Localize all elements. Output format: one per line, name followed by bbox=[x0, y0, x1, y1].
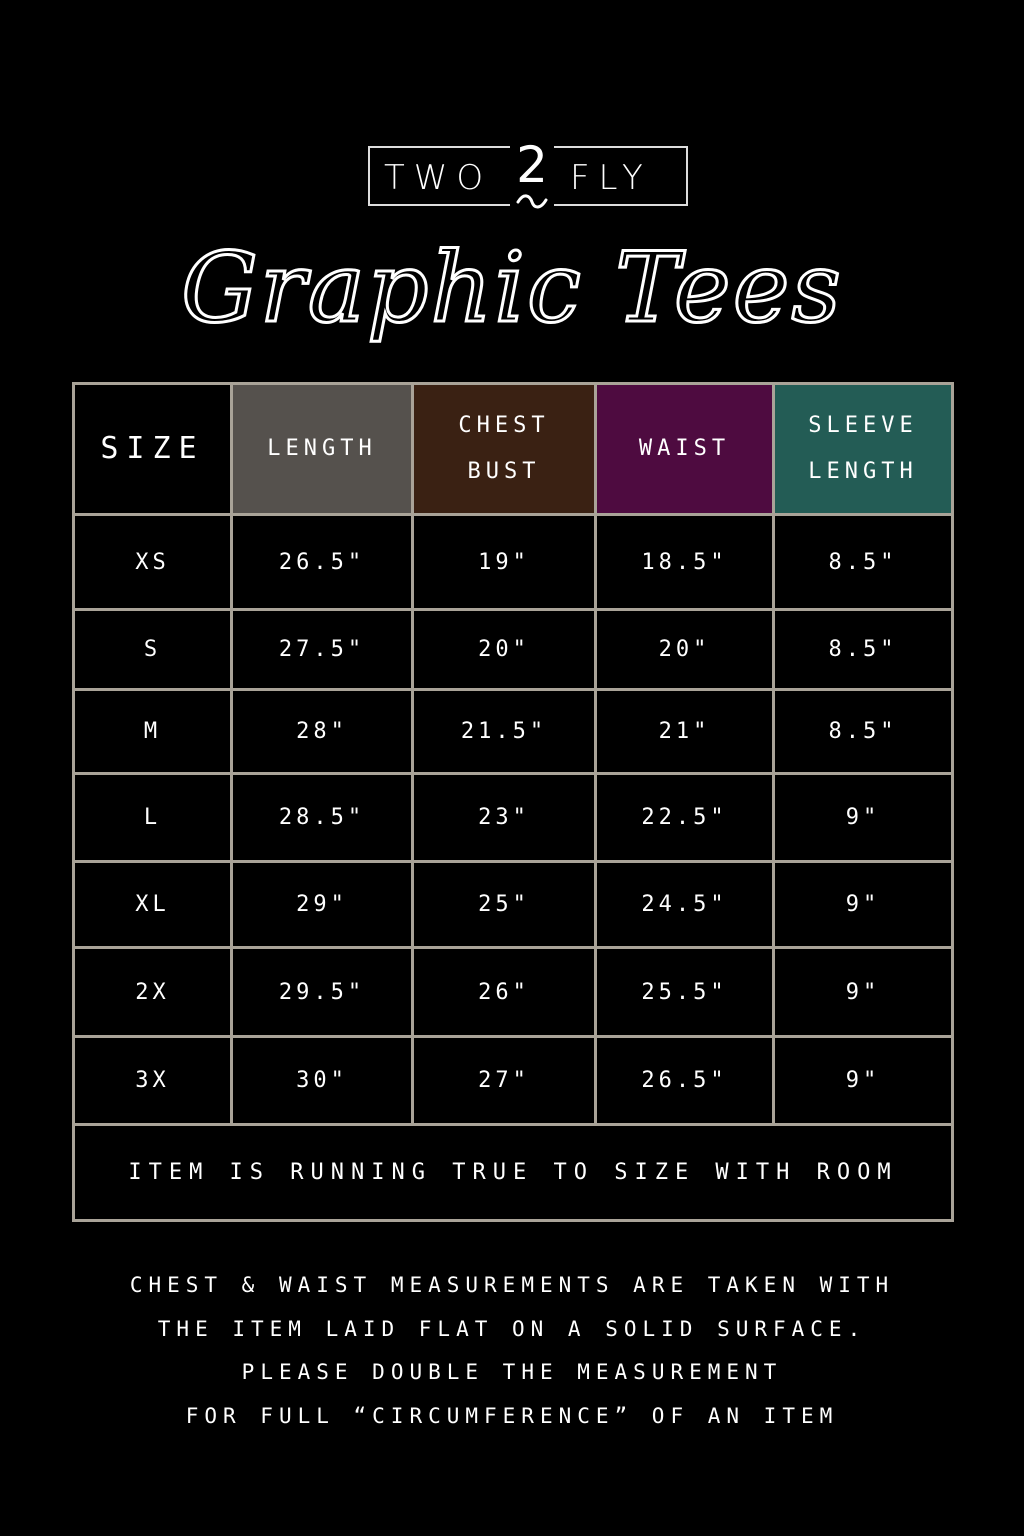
measurement-cell: 30" bbox=[230, 1035, 414, 1126]
measurement-cell: 20" bbox=[411, 608, 597, 691]
measurement-cell: 26.5" bbox=[594, 1035, 775, 1126]
measurement-cell: 28.5" bbox=[230, 772, 414, 863]
note-line: THE ITEM LAID FLAT ON A SOLID SURFACE. bbox=[157, 1316, 867, 1341]
measurement-cell: 9" bbox=[772, 772, 954, 863]
measurement-cell: 24.5" bbox=[594, 860, 775, 949]
header-label: CHEST bbox=[458, 413, 550, 438]
header-row: SIZE LENGTH CHEST BUST WAIST SLEEVE LENGTH bbox=[72, 382, 954, 516]
measurement-cell: 21.5" bbox=[411, 688, 597, 775]
measurement-cell: 28" bbox=[230, 688, 414, 775]
size-cell: XL bbox=[72, 860, 233, 949]
measurement-cell: 8.5" bbox=[772, 513, 954, 611]
measurement-cell: 9" bbox=[772, 860, 954, 949]
header-chest-bust: CHEST BUST bbox=[411, 382, 597, 516]
measurement-cell: 8.5" bbox=[772, 688, 954, 775]
fit-note: ITEM IS RUNNING TRUE TO SIZE WITH ROOM bbox=[72, 1123, 954, 1222]
table-row: XS 26.5" 19" 18.5" 8.5" bbox=[72, 513, 954, 611]
measurement-cell: 26" bbox=[411, 946, 597, 1038]
measurement-cell: 20" bbox=[594, 608, 775, 691]
size-cell: 2X bbox=[72, 946, 233, 1038]
header-label: LENGTH bbox=[267, 436, 377, 461]
table-row: S 27.5" 20" 20" 8.5" bbox=[72, 608, 954, 691]
brand-right: FLY bbox=[570, 158, 652, 198]
header-label: SLEEVE bbox=[808, 413, 918, 438]
measurement-cell: 19" bbox=[411, 513, 597, 611]
table-row: M 28" 21.5" 21" 8.5" bbox=[72, 688, 954, 775]
header-length: LENGTH bbox=[230, 382, 414, 516]
size-cell: M bbox=[72, 688, 233, 775]
measurement-cell: 22.5" bbox=[594, 772, 775, 863]
brand-left: TWO bbox=[384, 158, 493, 198]
header-label: BUST bbox=[467, 459, 541, 484]
header-waist: WAIST bbox=[594, 382, 775, 516]
measurement-cell: 9" bbox=[772, 946, 954, 1038]
size-cell: 3X bbox=[72, 1035, 233, 1126]
squiggle-icon bbox=[516, 194, 548, 209]
table-row: XL 29" 25" 24.5" 9" bbox=[72, 860, 954, 949]
measurement-cell: 29" bbox=[230, 860, 414, 949]
header-size: SIZE bbox=[72, 382, 233, 516]
header-sleeve-length: SLEEVE LENGTH bbox=[772, 382, 954, 516]
header-label: WAIST bbox=[638, 436, 731, 461]
measurement-cell: 27.5" bbox=[230, 608, 414, 691]
measurement-cell: 23" bbox=[411, 772, 597, 863]
brand-logo: TWO 2 FLY bbox=[368, 136, 688, 220]
measurement-cell: 8.5" bbox=[772, 608, 954, 691]
note-line: CHEST & WAIST MEASUREMENTS ARE TAKEN WIT… bbox=[129, 1273, 895, 1297]
table-row: 3X 30" 27" 26.5" 9" bbox=[72, 1035, 954, 1126]
size-cell: XS bbox=[72, 513, 233, 611]
note-line: PLEASE DOUBLE THE MEASUREMENT bbox=[241, 1360, 783, 1384]
measurement-cell: 25.5" bbox=[594, 946, 775, 1038]
header-label: SIZE bbox=[100, 431, 205, 466]
page-title: Graphic Tees bbox=[180, 231, 843, 346]
measurement-cell: 9" bbox=[772, 1035, 954, 1126]
measurement-cell: 25" bbox=[411, 860, 597, 949]
table-row: L 28.5" 23" 22.5" 9" bbox=[72, 772, 954, 863]
measurement-notes: CHEST & WAIST MEASUREMENTS ARE TAKEN WIT… bbox=[0, 1264, 1024, 1438]
footer-row: ITEM IS RUNNING TRUE TO SIZE WITH ROOM bbox=[72, 1123, 954, 1222]
size-cell: S bbox=[72, 608, 233, 691]
brand-middle: 2 bbox=[516, 136, 548, 194]
header-label: LENGTH bbox=[808, 459, 918, 484]
note-line: FOR FULL “CIRCUMFERENCE” OF AN ITEM bbox=[185, 1403, 839, 1428]
measurement-cell: 26.5" bbox=[230, 513, 414, 611]
measurement-cell: 29.5" bbox=[230, 946, 414, 1038]
measurement-cell: 21" bbox=[594, 688, 775, 775]
measurement-cell: 27" bbox=[411, 1035, 597, 1126]
table-row: 2X 29.5" 26" 25.5" 9" bbox=[72, 946, 954, 1038]
measurement-cell: 18.5" bbox=[594, 513, 775, 611]
size-cell: L bbox=[72, 772, 233, 863]
size-chart-table: SIZE LENGTH CHEST BUST WAIST SLEEVE LENGTH… bbox=[72, 382, 954, 1222]
brand-2: 2 bbox=[510, 136, 554, 220]
